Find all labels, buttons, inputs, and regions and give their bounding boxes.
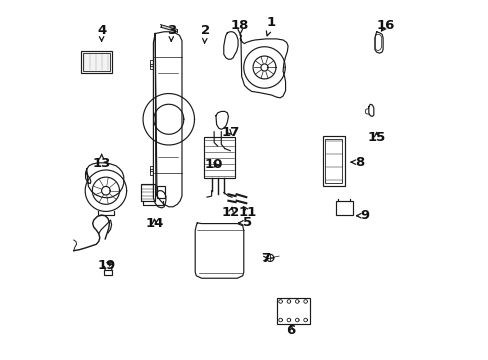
Text: 2: 2: [200, 24, 209, 43]
Bar: [83, 53, 110, 71]
Text: 15: 15: [367, 131, 385, 144]
Text: 19: 19: [98, 258, 116, 271]
Text: 13: 13: [92, 154, 111, 170]
Bar: [323, 136, 344, 186]
Bar: [335, 202, 352, 215]
Bar: [81, 51, 112, 73]
Text: 18: 18: [230, 19, 249, 35]
Bar: [276, 298, 309, 324]
Text: 3: 3: [166, 24, 176, 41]
Text: 17: 17: [221, 126, 239, 139]
Bar: [204, 137, 234, 178]
Text: 10: 10: [204, 158, 223, 171]
Text: 8: 8: [350, 156, 364, 168]
Text: 11: 11: [238, 206, 256, 219]
Text: 4: 4: [97, 24, 106, 41]
Text: 12: 12: [222, 206, 240, 219]
Text: 7: 7: [260, 252, 269, 265]
Text: 5: 5: [238, 216, 251, 229]
Text: 1: 1: [266, 16, 275, 36]
Bar: [325, 139, 342, 183]
Text: 6: 6: [286, 324, 295, 337]
Text: 16: 16: [376, 19, 394, 32]
Bar: [104, 270, 112, 275]
Text: 14: 14: [145, 217, 163, 230]
Bar: [141, 184, 155, 201]
Bar: [157, 186, 164, 198]
Text: 9: 9: [356, 209, 369, 222]
